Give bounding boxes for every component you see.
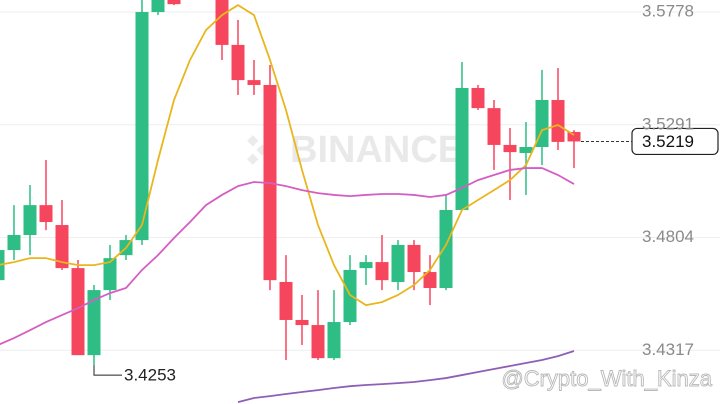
- candle-body: [103, 258, 117, 291]
- candle-body: [167, 0, 181, 5]
- candle-body: [439, 209, 453, 289]
- candle-body: [519, 147, 533, 154]
- candle-body: [7, 234, 21, 251]
- watermark-text: BINANCE: [290, 129, 463, 171]
- candle-body: [247, 80, 261, 85]
- candle-body: [311, 325, 325, 359]
- overlay: 3.4253 3.5219: [93, 127, 719, 385]
- moving-average-line: [0, 167, 575, 346]
- candle-body: [375, 262, 389, 281]
- candle-body: [359, 262, 373, 269]
- candle-body: [87, 290, 101, 356]
- candle-body: [487, 108, 501, 145]
- candle-body: [39, 205, 53, 223]
- y-tick-label: 3.4804: [642, 227, 694, 246]
- candle-body: [151, 0, 165, 13]
- candle-body: [215, 0, 229, 45]
- credit: @Crypto_With_Kinza: [501, 366, 712, 391]
- candle-body: [231, 44, 245, 81]
- candle-body: [423, 272, 437, 289]
- moving-average-line: [237, 350, 575, 404]
- y-tick-label: 3.5778: [642, 2, 694, 21]
- price-label: 3.5219: [642, 132, 694, 151]
- low-leader: [93, 365, 122, 376]
- candle-body: [407, 244, 421, 273]
- candle-body: [327, 322, 341, 359]
- y-tick-label: 3.5291: [642, 114, 694, 133]
- candle-body: [455, 87, 469, 210]
- candle-body: [55, 225, 69, 269]
- candle-body: [135, 12, 149, 241]
- plot-area: [0, 0, 581, 404]
- moving-average-line: [0, 4, 575, 307]
- candle-body: [471, 87, 485, 109]
- candle-body: [391, 244, 405, 282]
- candle-body: [71, 268, 85, 356]
- price-box: [631, 127, 719, 156]
- low-label: 3.4253: [124, 366, 176, 385]
- watermark-logo: [247, 135, 277, 165]
- candle-body: [295, 319, 309, 326]
- candle-body: [279, 281, 293, 320]
- candle-body: [567, 131, 581, 142]
- candle-body: [503, 144, 517, 153]
- y-tick-label: 3.4317: [642, 340, 694, 359]
- grid: [0, 11, 720, 351]
- candle-body: [551, 100, 565, 142]
- candle-body: [23, 205, 37, 235]
